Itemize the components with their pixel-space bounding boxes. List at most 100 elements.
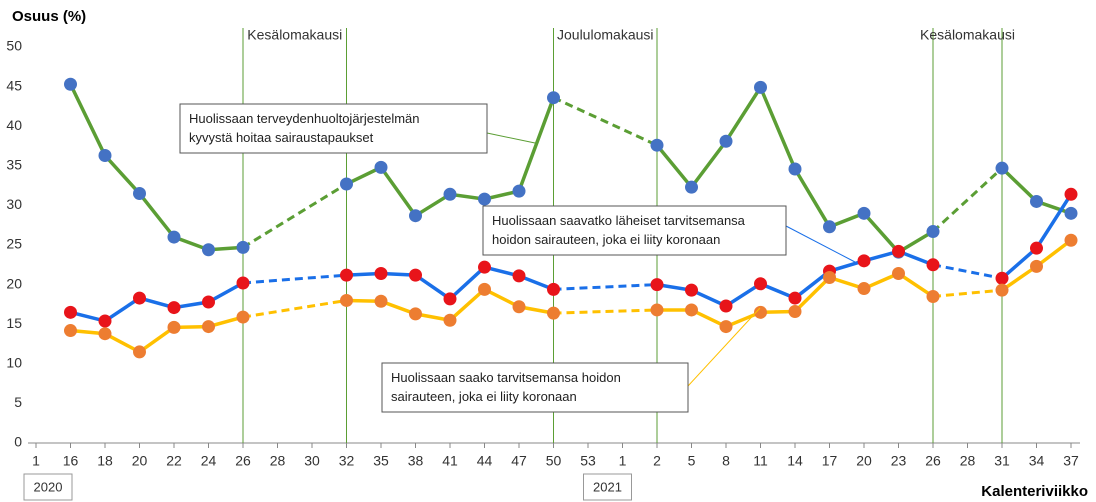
- period-label: Kesälomakausi: [247, 27, 342, 43]
- y-tick-label: 35: [6, 157, 22, 173]
- x-axis-label: Kalenteriviikko: [981, 483, 1088, 500]
- marker: [650, 278, 664, 292]
- x-tick-label: 20: [856, 453, 872, 469]
- marker: [64, 324, 77, 338]
- marker: [236, 240, 250, 254]
- x-tick-label: 23: [891, 453, 907, 469]
- x-tick-label: 14: [787, 453, 803, 469]
- x-tick-label: 38: [408, 453, 424, 469]
- x-tick-label: 41: [442, 453, 458, 469]
- year-box: [583, 473, 632, 501]
- marker: [995, 271, 1009, 285]
- annotation-text: hoidon sairauteen, joka ei liity koronaa…: [492, 232, 720, 247]
- x-tick-label: 2: [653, 453, 661, 469]
- x-tick-label: 35: [373, 453, 389, 469]
- gap-connector: [552, 96, 658, 147]
- marker: [374, 294, 388, 308]
- marker: [754, 80, 767, 94]
- marker: [167, 301, 181, 315]
- y-axis-label: Osuus (%): [12, 8, 86, 25]
- marker: [478, 192, 491, 206]
- marker: [754, 277, 767, 291]
- marker: [133, 345, 146, 359]
- marker: [202, 243, 215, 257]
- marker: [1064, 233, 1078, 247]
- marker: [788, 291, 802, 305]
- marker: [547, 306, 560, 320]
- gap-connector: [553, 308, 658, 315]
- marker: [167, 320, 181, 334]
- gap-connector: [553, 283, 658, 291]
- marker: [547, 91, 560, 105]
- x-tick-label: 18: [97, 453, 113, 469]
- marker: [443, 292, 457, 306]
- x-tick-label: 28: [270, 453, 286, 469]
- marker: [409, 209, 422, 223]
- marker: [64, 305, 77, 319]
- marker: [1030, 241, 1043, 255]
- marker: [719, 134, 733, 148]
- annotation-box: [482, 205, 787, 256]
- marker: [1030, 259, 1043, 273]
- series-line: [70, 281, 244, 323]
- marker: [340, 177, 353, 191]
- x-tick-label: 32: [339, 453, 355, 469]
- marker: [374, 267, 388, 281]
- marker: [892, 244, 905, 258]
- marker: [167, 230, 181, 244]
- y-tick-label: 5: [14, 394, 22, 410]
- marker: [857, 254, 871, 268]
- marker: [443, 187, 457, 201]
- x-tick-label: 1: [32, 453, 40, 469]
- marker: [754, 305, 767, 319]
- annotation-text: Huolissaan saako tarvitsemansa hoidon: [391, 370, 621, 385]
- gap-connector: [242, 298, 347, 319]
- y-tick-label: 30: [6, 196, 22, 212]
- leader-line: [687, 307, 761, 387]
- x-tick-label: 37: [1063, 453, 1079, 469]
- leader-line: [486, 132, 536, 144]
- marker: [236, 276, 250, 290]
- annotation-text: kyvystä hoitaa sairaustapaukset: [189, 130, 374, 145]
- leader-line: [785, 225, 856, 263]
- annotation-text: Huolissaan terveydenhuoltojärjestelmän: [189, 111, 420, 126]
- marker: [236, 310, 250, 324]
- gap-connector: [932, 263, 1003, 280]
- marker: [98, 314, 112, 328]
- x-tick-label: 17: [822, 453, 838, 469]
- marker: [685, 283, 698, 297]
- x-tick-label: 20: [132, 453, 148, 469]
- marker: [202, 295, 215, 309]
- y-tick-label: 0: [14, 434, 22, 450]
- marker: [409, 307, 422, 321]
- marker: [823, 270, 836, 284]
- y-tick-label: 45: [6, 77, 22, 93]
- x-tick-label: 26: [235, 453, 251, 469]
- x-tick-label: 16: [63, 453, 79, 469]
- gap-connector: [242, 182, 348, 249]
- year-label: 2021: [593, 479, 622, 494]
- marker: [719, 320, 733, 334]
- x-tick-label: 44: [477, 453, 493, 469]
- marker: [133, 187, 146, 201]
- marker: [478, 282, 491, 296]
- y-tick-label: 50: [6, 38, 22, 54]
- marker: [202, 320, 215, 334]
- marker: [133, 291, 146, 305]
- x-tick-label: 8: [722, 453, 730, 469]
- year-box: [23, 473, 73, 501]
- x-tick-label: 30: [304, 453, 320, 469]
- period-label: Kesälomakausi: [920, 27, 1015, 43]
- year-label: 2020: [34, 479, 63, 494]
- x-tick-label: 34: [1029, 453, 1045, 469]
- marker: [926, 289, 940, 303]
- y-tick-label: 10: [6, 355, 22, 371]
- x-tick-label: 28: [960, 453, 976, 469]
- marker: [98, 149, 112, 163]
- marker: [650, 303, 664, 317]
- marker: [995, 161, 1009, 175]
- marker: [788, 305, 802, 319]
- x-tick-label: 31: [994, 453, 1010, 469]
- y-tick-label: 15: [6, 315, 22, 331]
